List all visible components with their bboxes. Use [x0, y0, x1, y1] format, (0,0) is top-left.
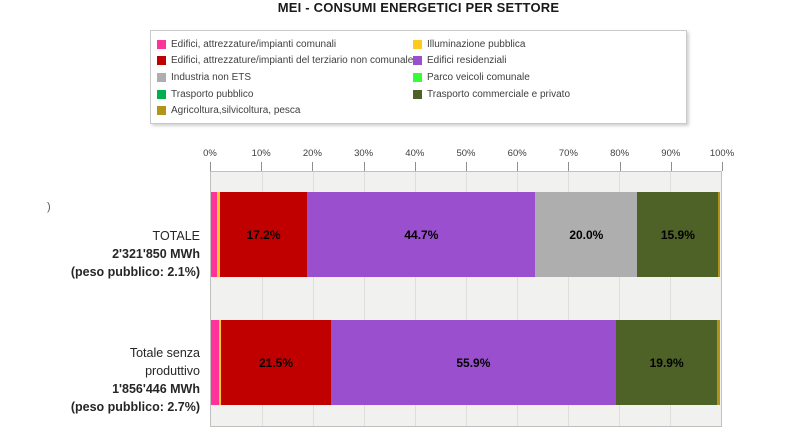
plot-area: 17.2% 44.7% 20.0% 15.9% 21.5% 55.9% 19.9% — [210, 171, 722, 427]
x-tick-mark — [261, 162, 263, 171]
bar-segment-label: 19.9% — [649, 355, 684, 370]
legend-item-label: Illuminazione pubblica — [427, 38, 526, 50]
bar-segment — [217, 192, 220, 277]
x-tick-label: 60% — [507, 148, 527, 159]
x-tick-mark — [517, 162, 519, 171]
bar-segment: 17.2% — [219, 192, 308, 277]
category-public-share-note: (peso pubblico: 2.1%) — [70, 265, 200, 279]
category-name-line: Totale senza — [129, 346, 200, 360]
gridline — [415, 172, 416, 426]
bar-segment-label: 55.9% — [456, 355, 491, 370]
bar-segment-label: 15.9% — [660, 227, 695, 242]
bar-segment: 44.7% — [307, 192, 536, 277]
x-tick-label: 20% — [302, 148, 322, 159]
gridline — [517, 172, 518, 426]
legend-swatch-icon — [413, 89, 422, 99]
category-total-value: 1'856'446 MWh — [112, 382, 200, 396]
legend-swatch-icon — [157, 72, 166, 82]
gridline — [313, 172, 314, 426]
x-tick-mark — [414, 162, 416, 171]
bar-segment — [718, 192, 721, 277]
category-total-value: 2'321'850 MWh — [112, 247, 200, 261]
legend-swatch-icon — [157, 89, 166, 99]
legend-swatch-icon — [413, 39, 422, 49]
stray-parenthesis-text: ) — [47, 201, 51, 213]
bar-segment — [218, 320, 222, 405]
category-label: Totale senza produttivo 1'856'446 MWh (peso… — [0, 344, 200, 416]
x-tick-label: 90% — [661, 148, 681, 159]
gridline — [262, 172, 263, 426]
x-tick-label: 40% — [405, 148, 425, 159]
legend-swatch-icon — [157, 56, 166, 66]
legend-item-label: Edifici residenziali — [427, 55, 507, 67]
x-tick-label: 10% — [251, 148, 271, 159]
legend-item-label: Trasporto commerciale e privato — [427, 88, 571, 100]
x-tick-label: 80% — [610, 148, 630, 159]
x-tick-mark — [619, 162, 621, 171]
bar-segment — [717, 320, 721, 405]
bar-segment-label: 20.0% — [569, 227, 604, 242]
x-tick-label: 30% — [354, 148, 374, 159]
legend-swatch-icon — [157, 39, 166, 49]
legend-item: Edifici, attrezzature/impianti del terzi… — [157, 55, 413, 66]
x-tick-label: 0% — [203, 148, 217, 159]
legend-swatch-icon — [413, 72, 422, 82]
x-tick-label: 50% — [456, 148, 476, 159]
legend-item: Agricoltura,silvicoltura, pesca — [157, 105, 413, 116]
legend-swatch-icon — [157, 106, 166, 116]
x-tick-mark — [210, 162, 211, 171]
bar-segment: 20.0% — [535, 192, 638, 277]
gridline — [364, 172, 365, 426]
legend: Edifici, attrezzature/impianti comunali I… — [150, 30, 687, 124]
category-label: TOTALE 2'321'850 MWh (peso pubblico: 2.1%) — [0, 227, 200, 281]
x-tick-mark — [722, 162, 723, 171]
x-tick-mark — [312, 162, 314, 171]
x-tick-mark — [363, 162, 365, 171]
x-tick-mark — [466, 162, 467, 171]
legend-item: Trasporto commerciale e privato — [413, 89, 680, 100]
legend-item-label: Parco veicoli comunale — [427, 71, 530, 83]
stacked-bar: 17.2% 44.7% 20.0% 15.9% — [211, 192, 721, 277]
legend-item: Parco veicoli comunale — [413, 72, 680, 83]
bar-segment — [211, 320, 219, 405]
chart-title: MEI - CONSUMI ENERGETICI PER SETTORE — [277, 0, 560, 15]
x-tick-mark — [670, 162, 672, 171]
bar-segment: 55.9% — [330, 320, 616, 405]
bar-segment-label: 17.2% — [246, 227, 281, 242]
legend-item: Edifici, attrezzature/impianti comunali — [157, 39, 413, 50]
bar-segment-label: 21.5% — [258, 355, 294, 370]
category-name-line: produttivo — [145, 364, 200, 378]
gridline — [670, 172, 671, 426]
gridline — [619, 172, 620, 426]
stacked-bar: 21.5% 55.9% 19.9% — [211, 320, 721, 405]
x-tick-label: 100% — [709, 148, 735, 159]
legend-item-label: Industria non ETS — [171, 71, 252, 83]
legend-item-label: Edifici, attrezzature/impianti del terzi… — [171, 55, 414, 67]
x-tick-mark — [568, 162, 570, 171]
bar-segment: 21.5% — [221, 320, 331, 405]
legend-item-label: Agricoltura,silvicoltura, pesca — [171, 105, 301, 117]
legend-item: Trasporto pubblico — [157, 89, 413, 100]
gridline — [568, 172, 569, 426]
x-tick-label: 70% — [558, 148, 578, 159]
legend-swatch-icon — [413, 56, 422, 66]
bar-segment-label: 44.7% — [404, 227, 439, 242]
legend-item-label: Trasporto pubblico — [171, 88, 254, 100]
legend-item: Edifici residenziali — [413, 55, 680, 66]
category-name-line: TOTALE — [152, 229, 200, 243]
gridline — [466, 172, 467, 426]
category-public-share-note: (peso pubblico: 2.7%) — [70, 400, 200, 414]
legend-item-label: Edifici, attrezzature/impianti comunali — [171, 38, 337, 50]
legend-item: Illuminazione pubblica — [413, 39, 680, 50]
bar-segment — [211, 192, 218, 277]
bar-segment: 19.9% — [615, 320, 718, 405]
bar-segment: 15.9% — [637, 192, 719, 277]
legend-item: Industria non ETS — [157, 72, 413, 83]
